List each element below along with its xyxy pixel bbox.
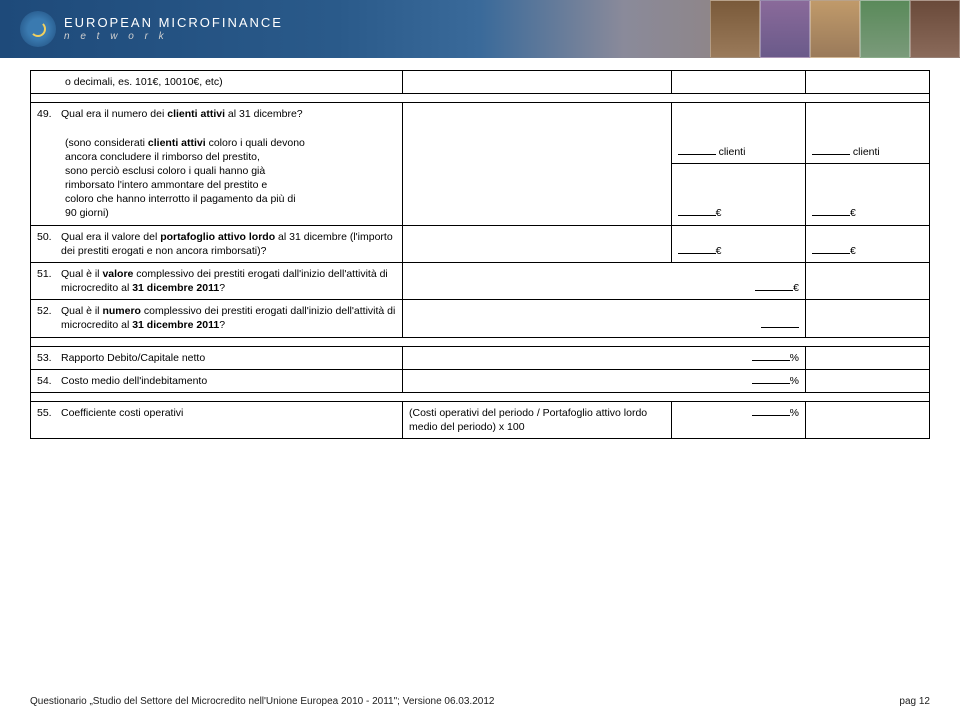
question-number: 54. (37, 374, 61, 388)
blank-line (752, 351, 790, 361)
question-number: 53. (37, 351, 61, 365)
question-cell: 49. Qual era il numero dei clienti attiv… (31, 103, 403, 225)
logo-icon (20, 11, 56, 47)
blank-line (678, 244, 716, 254)
question-cell: 54. Costo medio dell'indebitamento (31, 369, 403, 392)
photo-placeholder (760, 0, 810, 58)
table-row: 53. Rapporto Debito/Capitale netto % (31, 346, 930, 369)
blank-line (678, 206, 716, 216)
question-number: 55. (37, 406, 61, 420)
question-cell: 53. Rapporto Debito/Capitale netto (31, 346, 403, 369)
question-cell: 51. Qual è il valore complessivo dei pre… (31, 262, 403, 299)
question-number: 52. (37, 304, 61, 332)
question-number: 49. (37, 107, 61, 121)
blank-line (678, 145, 716, 155)
formula-cell: (Costi operativi del periodo / Portafogl… (403, 401, 672, 438)
question-text: Qual è il valore complessivo dei prestit… (61, 267, 396, 295)
page-content: o decimali, es. 101€, 10010€, etc) 49. Q… (0, 58, 960, 439)
answer-cell: clienti (671, 103, 805, 164)
empty-cell (805, 401, 929, 438)
logo-line2: n e t w o r k (64, 31, 283, 42)
empty-cell (671, 71, 805, 94)
table-row: 54. Costo medio dell'indebitamento % (31, 369, 930, 392)
empty-cell (805, 300, 929, 337)
questionnaire-table: o decimali, es. 101€, 10010€, etc) 49. Q… (30, 70, 930, 226)
answer-cell: € (671, 225, 805, 262)
table-row: 52. Qual è il numero complessivo dei pre… (31, 300, 930, 337)
blank-line (755, 281, 793, 291)
photo-strip (710, 0, 960, 58)
photo-placeholder (860, 0, 910, 58)
header-banner: EUROPEAN MICROFINANCE n e t w o r k (0, 0, 960, 58)
answer-cell: % (403, 346, 806, 369)
question-cell: 50. Qual era il valore del portafoglio a… (31, 225, 403, 262)
question-text: Qual era il valore del portafoglio attiv… (61, 230, 396, 258)
question-text: Qual è il numero complessivo dei prestit… (61, 304, 396, 332)
blank-line (812, 145, 850, 155)
questionnaire-table-2: 50. Qual era il valore del portafoglio a… (30, 225, 930, 440)
question-cell: 52. Qual è il numero complessivo dei pre… (31, 300, 403, 337)
question-text: o decimali, es. 101€, 10010€, etc) (37, 75, 396, 89)
empty-cell (403, 71, 672, 94)
answer-cell: clienti (805, 103, 929, 164)
footer-left: Questionario „Studio del Settore del Mic… (30, 696, 494, 707)
answer-cell: € (805, 164, 929, 225)
answer-cell: € (805, 225, 929, 262)
blank-line (752, 374, 790, 384)
answer-cell: % (671, 401, 805, 438)
question-cell: 55. Coefficiente costi operativi (31, 401, 403, 438)
photo-placeholder (810, 0, 860, 58)
table-row: 55. Coefficiente costi operativi (Costi … (31, 401, 930, 438)
blank-line (752, 406, 790, 416)
page-footer: Questionario „Studio del Settore del Mic… (30, 696, 930, 707)
logo-line1: EUROPEAN MICROFINANCE (64, 16, 283, 30)
empty-cell (805, 262, 929, 299)
answer-cell (403, 300, 806, 337)
question-text: Coefficiente costi operativi (61, 406, 396, 420)
table-row: 49. Qual era il numero dei clienti attiv… (31, 103, 930, 164)
empty-cell (403, 103, 672, 225)
question-subtext: (sono considerati clienti attivi coloro … (37, 136, 396, 221)
blank-line (812, 244, 850, 254)
question-number: 50. (37, 230, 61, 258)
question-cell: o decimali, es. 101€, 10010€, etc) (31, 71, 403, 94)
answer-cell: € (671, 164, 805, 225)
blank-line (761, 318, 799, 328)
empty-cell (403, 225, 672, 262)
empty-cell (805, 369, 929, 392)
photo-placeholder (710, 0, 760, 58)
empty-cell (805, 71, 929, 94)
empty-cell (805, 346, 929, 369)
question-text: Qual era il numero dei clienti attivi al… (61, 107, 396, 121)
question-text: Costo medio dell'indebitamento (61, 374, 396, 388)
table-row: o decimali, es. 101€, 10010€, etc) (31, 71, 930, 94)
blank-line (812, 206, 850, 216)
table-row: 51. Qual è il valore complessivo dei pre… (31, 262, 930, 299)
photo-placeholder (910, 0, 960, 58)
answer-cell: % (403, 369, 806, 392)
answer-cell: € (403, 262, 806, 299)
table-row: 50. Qual era il valore del portafoglio a… (31, 225, 930, 262)
logo-text: EUROPEAN MICROFINANCE n e t w o r k (64, 16, 283, 41)
question-text: Rapporto Debito/Capitale netto (61, 351, 396, 365)
question-number: 51. (37, 267, 61, 295)
footer-right: pag 12 (899, 696, 930, 707)
